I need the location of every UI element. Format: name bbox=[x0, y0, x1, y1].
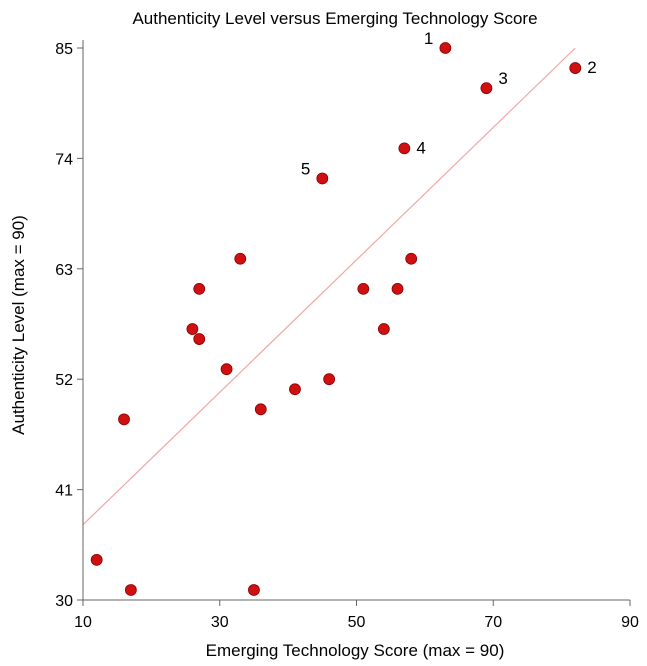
data-point bbox=[118, 413, 130, 426]
y-axis-title: Authenticity Level (max = 90) bbox=[9, 215, 28, 435]
y-tick-label: 30 bbox=[55, 593, 73, 610]
data-point bbox=[90, 553, 103, 566]
data-point bbox=[398, 142, 411, 155]
data-point bbox=[316, 172, 329, 185]
x-tick-label: 50 bbox=[348, 614, 366, 631]
point-label: 5 bbox=[301, 159, 310, 178]
x-tick-label: 90 bbox=[621, 614, 639, 631]
y-tick-label: 85 bbox=[55, 41, 73, 58]
x-axis-ticks: 10 30 50 70 90 bbox=[74, 600, 639, 631]
data-point bbox=[569, 62, 582, 74]
data-point bbox=[323, 373, 336, 386]
trend-line bbox=[82, 47, 576, 526]
y-tick-label: 63 bbox=[55, 262, 73, 279]
y-tick-label: 52 bbox=[55, 372, 73, 389]
point-label: 3 bbox=[498, 69, 507, 88]
x-tick-label: 10 bbox=[74, 614, 92, 631]
data-point bbox=[391, 282, 404, 295]
plot-area: 1 2 3 4 5 bbox=[82, 29, 597, 596]
y-axis-ticks: 30 41 52 63 74 85 bbox=[55, 41, 83, 610]
x-tick-label: 70 bbox=[484, 614, 502, 631]
data-point bbox=[357, 282, 370, 295]
data-point bbox=[124, 584, 137, 596]
data-point bbox=[289, 383, 301, 396]
data-point bbox=[377, 323, 390, 335]
data-point bbox=[186, 323, 199, 335]
data-point bbox=[193, 333, 206, 345]
point-label: 2 bbox=[587, 58, 596, 77]
y-tick-label: 74 bbox=[55, 151, 73, 168]
data-point bbox=[193, 282, 206, 295]
data-point bbox=[220, 363, 233, 376]
point-label: 4 bbox=[416, 138, 425, 157]
data-point bbox=[254, 403, 267, 416]
data-point bbox=[405, 252, 418, 265]
data-point bbox=[439, 42, 452, 54]
y-tick-label: 41 bbox=[55, 483, 73, 500]
data-point bbox=[234, 252, 247, 265]
data-point bbox=[480, 82, 493, 95]
chart-title: Authenticity Level versus Emerging Techn… bbox=[132, 9, 537, 28]
x-tick-label: 30 bbox=[211, 614, 229, 631]
data-point bbox=[248, 584, 260, 596]
x-axis-title: Emerging Technology Score (max = 90) bbox=[206, 641, 505, 660]
point-label: 1 bbox=[424, 29, 433, 48]
